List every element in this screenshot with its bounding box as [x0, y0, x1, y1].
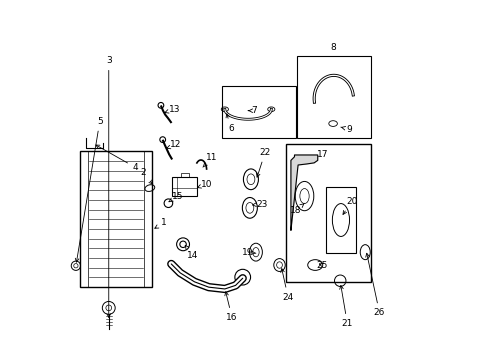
Text: 21: 21 — [339, 285, 352, 328]
Text: 24: 24 — [280, 269, 293, 302]
Text: 14: 14 — [185, 245, 198, 260]
Bar — [80, 152, 151, 287]
Text: 26: 26 — [365, 253, 385, 318]
Bar — [285, 144, 370, 282]
Text: 4: 4 — [96, 145, 138, 172]
Bar — [172, 177, 196, 196]
Text: 1: 1 — [155, 219, 167, 228]
Text: 3: 3 — [106, 56, 111, 318]
Text: 18: 18 — [289, 203, 304, 215]
Bar — [181, 173, 188, 177]
Text: 23: 23 — [252, 200, 267, 209]
Text: 6: 6 — [225, 114, 234, 133]
Text: 13: 13 — [164, 105, 180, 114]
Text: 9: 9 — [340, 125, 351, 134]
Text: 5: 5 — [75, 117, 102, 262]
Text: 12: 12 — [166, 140, 181, 149]
Text: 17: 17 — [317, 150, 328, 159]
Bar — [325, 187, 356, 253]
Text: 10: 10 — [197, 180, 212, 189]
Text: 25: 25 — [316, 261, 327, 270]
Polygon shape — [290, 155, 317, 230]
Text: 19: 19 — [241, 248, 255, 257]
Text: 2: 2 — [140, 168, 152, 184]
Text: 8: 8 — [329, 43, 335, 52]
Text: 7: 7 — [247, 106, 256, 115]
Bar — [222, 86, 295, 138]
Text: 22: 22 — [256, 148, 270, 177]
Text: 20: 20 — [342, 197, 357, 215]
Bar — [297, 57, 370, 138]
Text: 16: 16 — [224, 292, 237, 322]
Text: 15: 15 — [169, 192, 183, 202]
Text: 11: 11 — [203, 153, 217, 167]
